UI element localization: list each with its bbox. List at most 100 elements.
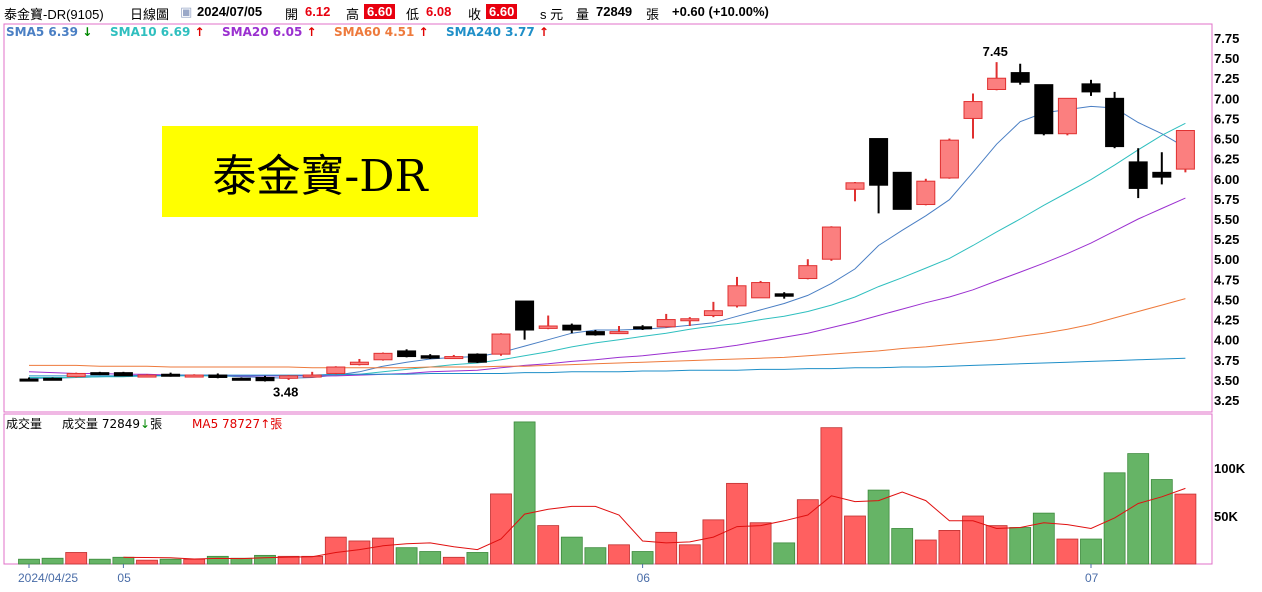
volume-bar (655, 531, 678, 565)
volume-bar (88, 558, 111, 565)
volume-down-arrow-icon: ↓ (140, 417, 150, 431)
volume-bar (914, 539, 937, 565)
candle-body (987, 77, 1007, 90)
volume-bar (584, 547, 607, 565)
candle-body (562, 324, 582, 331)
volume-bar (1009, 527, 1032, 565)
volume-bar (631, 551, 654, 565)
volume-legend-name: 成交量 (6, 416, 42, 431)
price-tick-label: 5.00 (1214, 252, 1239, 267)
ma-line-sma60 (29, 298, 1186, 369)
price-change: +0.60 (+10.00%) (672, 4, 769, 19)
volume-bar (608, 544, 630, 565)
volume-legend-unit: 張 (150, 417, 162, 431)
price-tick-label: 5.75 (1214, 192, 1239, 207)
period-dropdown-icon[interactable]: ▣ (180, 4, 193, 19)
price-tick-label: 7.25 (1214, 71, 1239, 86)
volume-bar (183, 558, 206, 565)
candle-body (1152, 171, 1172, 178)
stock-name: 泰金寶-DR(9105) (4, 7, 104, 22)
volume-bar (537, 525, 560, 565)
volume-bar (678, 544, 701, 565)
low-annotation: 3.48 (273, 384, 298, 399)
volume-bar (159, 558, 182, 565)
volume-bar (18, 558, 40, 565)
volume-bar (513, 421, 536, 565)
volume-bar (726, 482, 748, 565)
candle-body (19, 378, 39, 382)
price-tick-label: 6.25 (1214, 152, 1239, 167)
volume-bar (891, 528, 914, 565)
ma-legend-arrow-icon: ↑ (419, 25, 429, 39)
candle-body (349, 361, 369, 366)
candle-body (1105, 97, 1125, 148)
volume-legend-ma-unit: 張 (270, 417, 282, 431)
candle-body (585, 331, 605, 336)
volume-bar (702, 519, 725, 565)
volume-legend-ma: MA5 78727↑張 (192, 417, 282, 431)
volume-tick-label: 100K (1214, 461, 1246, 476)
candle-body (137, 374, 157, 378)
price-tick-label: 6.50 (1214, 132, 1239, 147)
volume-bar (1080, 538, 1102, 565)
volume-value: 72849 (596, 4, 633, 19)
candle-body (1175, 130, 1195, 170)
close-unit: s 元 (540, 7, 564, 22)
candle-body (184, 374, 204, 378)
candle-body (538, 325, 558, 329)
volume-up-arrow-icon: ↑ (260, 417, 270, 431)
candle-body (491, 333, 511, 355)
quote-date: 2024/07/05 (197, 4, 263, 19)
price-tick-label: 7.75 (1214, 31, 1239, 46)
candle-body (397, 350, 417, 358)
ma-legend-3: SMA60 4.51 ↑ (334, 25, 429, 39)
title-overlay-text: 泰金寶-DR (212, 150, 428, 202)
candle-body (727, 285, 747, 307)
ma-legend-arrow-icon: ↑ (307, 25, 317, 39)
volume-bar (796, 499, 819, 565)
candle-body (1010, 72, 1030, 83)
volume-bar (1150, 479, 1173, 565)
candle-body (609, 331, 629, 335)
close-label: 收 (468, 7, 482, 22)
price-tick-label: 6.75 (1214, 111, 1239, 126)
volume-bar (442, 556, 465, 565)
volume-bar (395, 547, 418, 565)
candle-body (326, 366, 346, 374)
volume-bar (938, 530, 961, 565)
candle-body (633, 326, 653, 330)
candle-body (751, 282, 771, 299)
x-axis-label: 2024/04/25 (18, 571, 78, 585)
volume-bar (348, 540, 371, 565)
high-label: 高 (346, 7, 360, 22)
volume-bar (324, 536, 347, 565)
x-axis-label: 06 (637, 571, 651, 585)
quote-header: 泰金寶-DR(9105) 日線圖 ▣ 2024/07/05 開 6.12 高 6… (0, 0, 1262, 24)
price-tick-label: 6.00 (1214, 172, 1239, 187)
volume-bar (136, 559, 158, 565)
volume-bar (985, 525, 1008, 565)
price-tick-label: 4.50 (1214, 292, 1239, 307)
candle-body (916, 180, 936, 206)
candle-body (680, 318, 700, 322)
volume-tick-label: 50K (1214, 509, 1238, 524)
price-tick-label: 3.25 (1214, 393, 1239, 408)
ma-legend-arrow-icon: ↑ (539, 25, 549, 39)
volume-bar (1174, 493, 1197, 565)
price-tick-label: 4.75 (1214, 272, 1239, 287)
open-value: 6.12 (305, 4, 331, 19)
volume-bar (206, 555, 229, 565)
period-label[interactable]: 日線圖 (130, 7, 170, 22)
volume-bar (419, 551, 442, 565)
title-overlay: 泰金寶-DR (162, 126, 478, 217)
candle-body (703, 310, 723, 317)
candle-body (1128, 161, 1148, 189)
ma-legend-1: SMA10 6.69 ↑ (110, 25, 205, 39)
low-value: 6.08 (426, 4, 452, 19)
candle-body (939, 139, 959, 179)
candle-body (1034, 84, 1054, 135)
candle-body (255, 376, 275, 382)
candle-body (90, 372, 110, 376)
candle-body (869, 138, 889, 186)
